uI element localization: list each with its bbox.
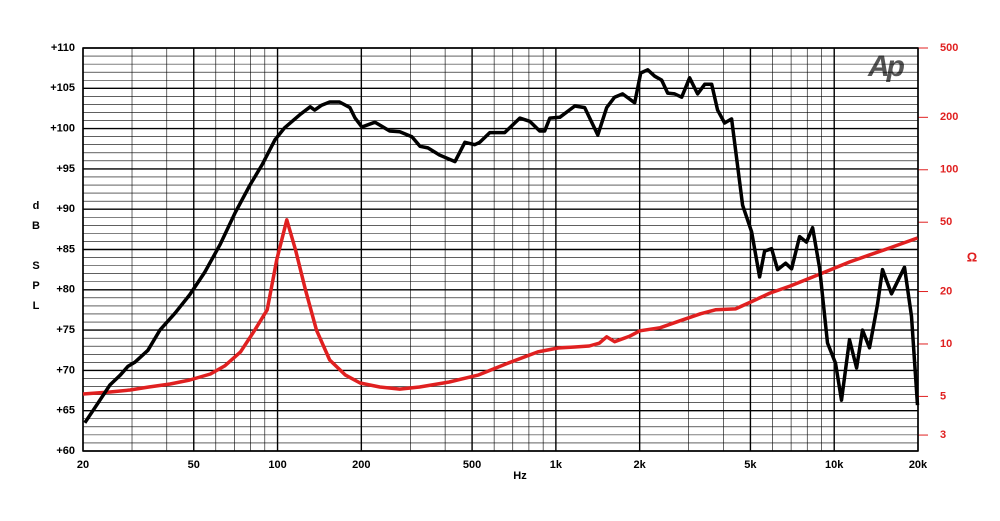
logo: Ap: [867, 50, 905, 83]
y-tick-label: +85: [56, 243, 75, 255]
y-tick-label: +90: [56, 203, 75, 215]
y2-tick-label: 200: [940, 111, 958, 123]
y-tick-label: +75: [56, 324, 75, 336]
x-tick-label: 200: [352, 459, 370, 471]
y-tick-label: +80: [56, 284, 75, 296]
y-tick-label: +105: [50, 82, 75, 94]
x-tick-label: 500: [463, 459, 481, 471]
y2-tick-label: 500: [940, 42, 958, 54]
x-tick-label: 20: [77, 459, 89, 471]
y2-tick-label: 20: [940, 285, 952, 297]
y-tick-label: +95: [56, 163, 75, 175]
y-tick-label: +70: [56, 364, 75, 376]
y-tick-label: +65: [56, 405, 75, 417]
y2-tick-label: 50: [940, 216, 952, 228]
x-axis-label: Hz: [513, 470, 527, 482]
series-line: [82, 218, 919, 396]
x-tick-label: 100: [268, 459, 286, 471]
plot-frame: [82, 47, 919, 452]
y2-tick-label: 3: [940, 429, 946, 441]
y2-tick-label: 5: [940, 390, 946, 402]
x-tick-label: 10k: [825, 459, 844, 471]
x-tick-label: 50: [188, 459, 200, 471]
y-tick-label: +100: [50, 123, 75, 135]
y2-axis-label: Ω: [967, 249, 977, 264]
y2-tick-label: 100: [940, 164, 958, 176]
y2-tick-label: 10: [940, 338, 952, 350]
y-axis-label: dB SPL: [30, 200, 42, 320]
x-tick-label: 5k: [744, 459, 757, 471]
series-line: [83, 68, 920, 424]
x-tick-label: 20k: [909, 459, 928, 471]
x-tick-label: 2k: [634, 459, 647, 471]
y-tick-label: +60: [56, 445, 75, 457]
y-tick-label: +110: [51, 42, 75, 54]
x-tick-label: 1k: [550, 459, 563, 471]
